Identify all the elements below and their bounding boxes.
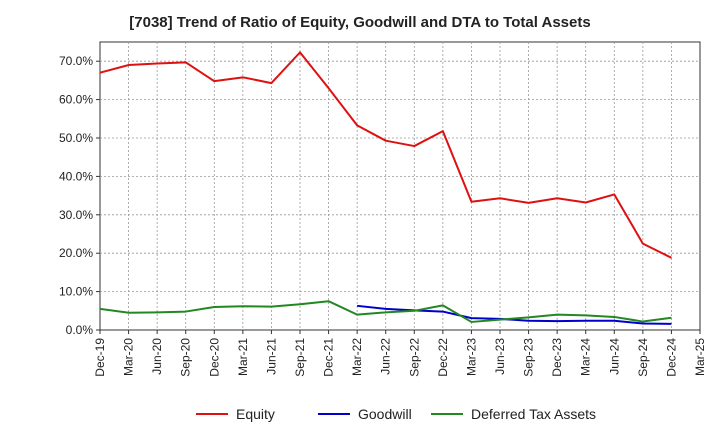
legend-label-goodwill: Goodwill bbox=[358, 406, 412, 422]
x-tick-label: Sep-20 bbox=[179, 338, 193, 377]
x-tick-label: Jun-22 bbox=[379, 338, 393, 375]
x-tick-label: Dec-21 bbox=[322, 338, 336, 377]
y-tick-label: 0.0% bbox=[66, 323, 94, 337]
series-line-equity bbox=[99, 51, 672, 259]
series-line-goodwill bbox=[357, 304, 672, 325]
x-tick-label: Jun-20 bbox=[150, 338, 164, 375]
y-tick-label: 70.0% bbox=[59, 54, 93, 68]
x-tick-label: Jun-23 bbox=[493, 338, 507, 375]
x-tick-label: Dec-24 bbox=[664, 338, 678, 377]
x-tick-label: Sep-21 bbox=[293, 338, 307, 377]
series-line-deferred-tax-assets bbox=[99, 300, 672, 323]
y-tick-label: 50.0% bbox=[59, 131, 93, 145]
legend-label-deferred-tax-assets: Deferred Tax Assets bbox=[471, 406, 596, 422]
x-tick-label: Mar-21 bbox=[236, 338, 250, 376]
y-tick-label: 30.0% bbox=[59, 208, 93, 222]
x-tick-label: Sep-23 bbox=[522, 338, 536, 377]
chart-title: [7038] Trend of Ratio of Equity, Goodwil… bbox=[129, 14, 591, 31]
x-tick-label: Jun-24 bbox=[607, 338, 621, 375]
x-tick-label: Dec-19 bbox=[93, 338, 107, 377]
x-tick-label: Mar-23 bbox=[464, 338, 478, 376]
x-tick-label: Mar-25 bbox=[693, 338, 707, 376]
y-tick-label: 60.0% bbox=[59, 93, 93, 107]
x-tick-label: Dec-23 bbox=[550, 338, 564, 377]
x-tick-label: Mar-20 bbox=[122, 338, 136, 376]
x-tick-label: Sep-24 bbox=[636, 338, 650, 377]
legend-label-equity: Equity bbox=[236, 406, 275, 422]
x-tick-label: Mar-24 bbox=[579, 338, 593, 376]
y-tick-label: 20.0% bbox=[59, 246, 93, 260]
x-tick-label: Mar-22 bbox=[350, 338, 364, 376]
x-tick-label: Dec-20 bbox=[207, 338, 221, 377]
x-tick-label: Sep-22 bbox=[407, 338, 421, 377]
x-tick-label: Jun-21 bbox=[264, 338, 278, 375]
plot-area bbox=[99, 41, 701, 331]
x-tick-label: Dec-22 bbox=[436, 338, 450, 377]
y-tick-label: 10.0% bbox=[59, 285, 93, 299]
y-tick-label: 40.0% bbox=[59, 169, 93, 183]
